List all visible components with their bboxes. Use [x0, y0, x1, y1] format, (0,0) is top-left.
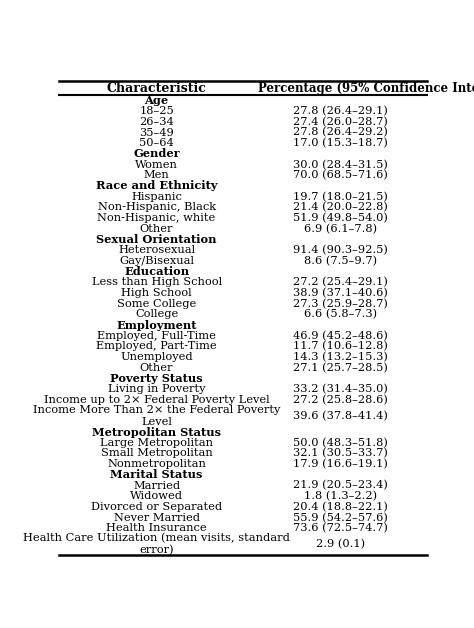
Text: 27.3 (25.9–28.7): 27.3 (25.9–28.7)	[293, 298, 388, 309]
Text: Heterosexual: Heterosexual	[118, 245, 195, 255]
Text: Employed, Full-Time: Employed, Full-Time	[97, 331, 216, 341]
Text: 21.4 (20.0–22.8): 21.4 (20.0–22.8)	[293, 202, 388, 212]
Text: Non-Hispanic, Black: Non-Hispanic, Black	[98, 202, 216, 212]
Text: High School: High School	[121, 288, 192, 298]
Text: 70.0 (68.5–71.6): 70.0 (68.5–71.6)	[293, 170, 388, 180]
Text: 27.2 (25.8–28.6): 27.2 (25.8–28.6)	[293, 395, 388, 405]
Text: College: College	[135, 310, 178, 320]
Text: Gay/Bisexual: Gay/Bisexual	[119, 256, 194, 266]
Text: Less than High School: Less than High School	[91, 278, 222, 287]
Text: Poverty Status: Poverty Status	[110, 373, 203, 384]
Text: 30.0 (28.4–31.5): 30.0 (28.4–31.5)	[293, 160, 388, 170]
Text: 55.9 (54.2–57.6): 55.9 (54.2–57.6)	[293, 512, 388, 522]
Text: Education: Education	[124, 266, 189, 277]
Text: Employment: Employment	[116, 320, 197, 330]
Text: Health Insurance: Health Insurance	[106, 523, 207, 533]
Text: 18–25: 18–25	[139, 106, 174, 116]
Text: 17.0 (15.3–18.7): 17.0 (15.3–18.7)	[293, 138, 388, 148]
Text: Nonmetropolitan: Nonmetropolitan	[107, 459, 206, 469]
Text: Never Married: Never Married	[114, 512, 200, 522]
Text: 91.4 (90.3–92.5): 91.4 (90.3–92.5)	[293, 245, 388, 256]
Text: 2.9 (0.1): 2.9 (0.1)	[316, 539, 365, 550]
Text: 32.1 (30.5–33.7): 32.1 (30.5–33.7)	[293, 448, 388, 458]
Text: Small Metropolitan: Small Metropolitan	[100, 448, 212, 458]
Text: Employed, Part-Time: Employed, Part-Time	[96, 342, 217, 352]
Text: 39.6 (37.8–41.4): 39.6 (37.8–41.4)	[293, 411, 388, 421]
Text: Non-Hispanic, white: Non-Hispanic, white	[98, 213, 216, 223]
Text: 14.3 (13.2–15.3): 14.3 (13.2–15.3)	[293, 352, 388, 362]
Text: 6.9 (6.1–7.8): 6.9 (6.1–7.8)	[304, 224, 377, 234]
Text: Unemployed: Unemployed	[120, 352, 193, 362]
Text: 17.9 (16.6–19.1): 17.9 (16.6–19.1)	[293, 459, 388, 469]
Text: 73.6 (72.5–74.7): 73.6 (72.5–74.7)	[293, 523, 388, 533]
Text: 38.9 (37.1–40.6): 38.9 (37.1–40.6)	[293, 288, 388, 298]
Text: Other: Other	[140, 363, 173, 373]
Text: 26–34: 26–34	[139, 117, 174, 127]
Text: Percentage (95% Confidence Interval: Percentage (95% Confidence Interval	[258, 82, 474, 95]
Text: 8.6 (7.5–9.7): 8.6 (7.5–9.7)	[304, 256, 377, 266]
Text: Widowed: Widowed	[130, 491, 183, 501]
Text: 1.8 (1.3–2.2): 1.8 (1.3–2.2)	[304, 491, 377, 501]
Text: Women: Women	[135, 160, 178, 170]
Text: Other: Other	[140, 224, 173, 234]
Text: 27.2 (25.4–29.1): 27.2 (25.4–29.1)	[293, 277, 388, 288]
Text: Age: Age	[145, 95, 169, 106]
Text: Sexual Orientation: Sexual Orientation	[96, 234, 217, 245]
Text: Some College: Some College	[117, 299, 196, 309]
Text: 27.8 (26.4–29.1): 27.8 (26.4–29.1)	[293, 106, 388, 116]
Text: Divorced or Separated: Divorced or Separated	[91, 502, 222, 512]
Text: 27.8 (26.4–29.2): 27.8 (26.4–29.2)	[293, 127, 388, 138]
Text: 35–49: 35–49	[139, 127, 174, 138]
Text: Gender: Gender	[133, 148, 180, 160]
Text: 33.2 (31.4–35.0): 33.2 (31.4–35.0)	[293, 384, 388, 394]
Text: 50–64: 50–64	[139, 138, 174, 148]
Text: 27.1 (25.7–28.5): 27.1 (25.7–28.5)	[293, 363, 388, 373]
Text: 11.7 (10.6–12.8): 11.7 (10.6–12.8)	[293, 341, 388, 352]
Text: Race and Ethnicity: Race and Ethnicity	[96, 180, 218, 192]
Text: 46.9 (45.2–48.6): 46.9 (45.2–48.6)	[293, 330, 388, 341]
Text: 27.4 (26.0–28.7): 27.4 (26.0–28.7)	[293, 117, 388, 127]
Text: Income up to 2× Federal Poverty Level: Income up to 2× Federal Poverty Level	[44, 395, 269, 405]
Text: 20.4 (18.8–22.1): 20.4 (18.8–22.1)	[293, 502, 388, 512]
Text: Living in Poverty: Living in Poverty	[108, 384, 205, 394]
Text: Married: Married	[133, 480, 180, 490]
Text: 21.9 (20.5–23.4): 21.9 (20.5–23.4)	[293, 480, 388, 490]
Text: Metropolitan Status: Metropolitan Status	[92, 426, 221, 438]
Text: Income More Than 2× the Federal Poverty
Level: Income More Than 2× the Federal Poverty …	[33, 405, 280, 427]
Text: Large Metropolitan: Large Metropolitan	[100, 438, 213, 448]
Text: Hispanic: Hispanic	[131, 192, 182, 202]
Text: 6.6 (5.8–7.3): 6.6 (5.8–7.3)	[304, 309, 377, 320]
Text: 51.9 (49.8–54.0): 51.9 (49.8–54.0)	[293, 213, 388, 223]
Text: Characteristic: Characteristic	[107, 82, 207, 95]
Text: Marital Status: Marital Status	[110, 469, 203, 480]
Text: 19.7 (18.0–21.5): 19.7 (18.0–21.5)	[293, 192, 388, 202]
Text: Men: Men	[144, 170, 170, 180]
Text: Health Care Utilization (mean visits, standard
error): Health Care Utilization (mean visits, st…	[23, 533, 290, 556]
Text: 50.0 (48.3–51.8): 50.0 (48.3–51.8)	[293, 438, 388, 448]
